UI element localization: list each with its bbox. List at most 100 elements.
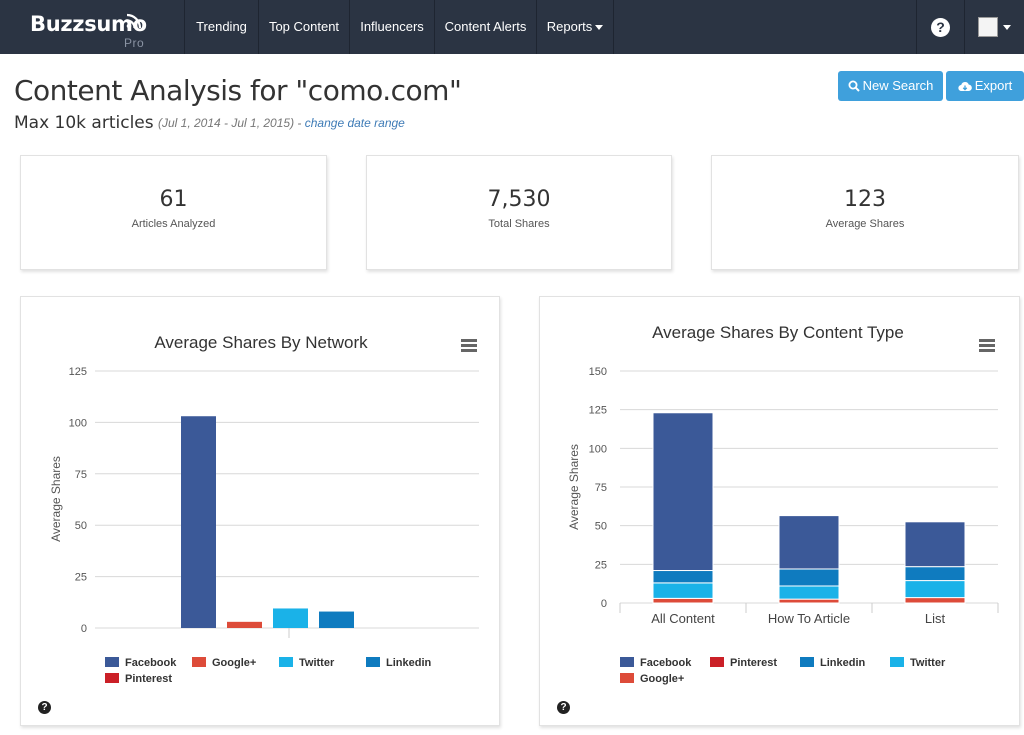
legend-swatch: [192, 657, 206, 667]
y-tick-label: 25: [595, 559, 607, 571]
stat-value: 7,530: [487, 187, 551, 212]
legend-swatch: [710, 657, 724, 667]
nav-reports[interactable]: Reports: [537, 0, 613, 54]
bar-segment-google: [652, 597, 714, 604]
y-tick-label: 100: [69, 417, 87, 429]
stat-card-articles: 61 Articles Analyzed: [20, 155, 327, 270]
y-axis-label: Average Shares: [567, 444, 581, 530]
legend-label: Twitter: [299, 657, 335, 669]
legend-label: Linkedin: [820, 657, 866, 669]
nav-influencers[interactable]: Influencers: [360, 19, 424, 34]
y-tick-label: 50: [75, 520, 87, 532]
x-tick-label: How To Article: [768, 611, 850, 626]
bar-linkedin: [319, 611, 354, 628]
nav-divider: [536, 0, 537, 54]
nav-divider: [434, 0, 435, 54]
y-tick-label: 50: [595, 521, 607, 533]
search-icon: [848, 80, 860, 92]
bar-segment-facebook: [778, 515, 840, 570]
help-icon[interactable]: ?: [931, 18, 950, 37]
legend-label: Facebook: [640, 657, 692, 669]
x-tick-label: All Content: [651, 611, 715, 626]
change-date-range-link[interactable]: change date range: [304, 116, 405, 130]
x-tick-label: List: [925, 611, 946, 626]
legend-label: Google+: [212, 657, 256, 669]
nav-top-content[interactable]: Top Content: [268, 19, 340, 34]
nav-trending[interactable]: Trending: [196, 19, 247, 34]
logo-pro-label: Pro: [124, 36, 145, 50]
bar-segment-linkedin: [904, 566, 966, 582]
bar-segment-linkedin: [778, 568, 840, 587]
nav-divider: [258, 0, 259, 54]
y-tick-label: 100: [589, 443, 607, 455]
legend-label: Google+: [640, 673, 684, 685]
legend-label: Twitter: [910, 657, 946, 669]
chart-menu-icon[interactable]: [979, 339, 995, 352]
nav-divider: [964, 0, 965, 54]
bar-segment-linkedin: [652, 570, 714, 584]
legend-label: Facebook: [125, 657, 177, 669]
network-chart: Average Shares By Network 0 25 50 75 100 125 Av…: [49, 333, 479, 685]
bar-segment-twitter: [904, 580, 966, 599]
y-tick-label: 125: [69, 366, 87, 378]
legend-swatch: [620, 673, 634, 683]
nav-divider: [184, 0, 185, 54]
help-icon[interactable]: ?: [38, 701, 51, 714]
content-type-chart: Average Shares By Content Type 0 25 50 75 100…: [567, 323, 999, 685]
new-search-button[interactable]: New Search: [838, 71, 943, 101]
signal-icon: [126, 13, 142, 29]
nav-divider: [349, 0, 350, 54]
export-button[interactable]: Export: [946, 71, 1024, 101]
nav-divider: [916, 0, 917, 54]
stat-value: 123: [844, 187, 886, 212]
nav-content-alerts[interactable]: Content Alerts: [444, 19, 527, 34]
page-subtitle: Max 10k articles: [14, 113, 154, 133]
y-tick-label: 75: [75, 469, 87, 481]
y-tick-label: 75: [595, 482, 607, 494]
page-title: Content Analysis for "como.com": [14, 74, 462, 107]
stat-card-total-shares: 7,530 Total Shares: [366, 155, 672, 270]
new-search-label: New Search: [862, 78, 934, 93]
network-chart-card: Average Shares By Network 0 25 50 75 100 125 Av…: [20, 296, 500, 726]
legend-swatch: [620, 657, 634, 667]
bar-segment-google: [778, 598, 840, 604]
nav-divider: [613, 0, 614, 54]
chart-title: Average Shares By Content Type: [652, 323, 904, 342]
stat-label: Total Shares: [488, 218, 550, 230]
legend-swatch: [890, 657, 904, 667]
stat-card-average-shares: 123 Average Shares: [711, 155, 1019, 270]
bar-facebook: [181, 416, 216, 628]
help-icon[interactable]: ?: [557, 701, 570, 714]
caret-down-icon[interactable]: [1003, 25, 1011, 30]
avatar[interactable]: [978, 17, 998, 37]
export-label: Export: [974, 78, 1013, 93]
y-tick-label: 25: [75, 572, 87, 584]
bar-segment-twitter: [652, 582, 714, 599]
bar-twitter: [273, 608, 308, 628]
y-tick-label: 150: [589, 366, 607, 378]
chart-menu-icon[interactable]: [461, 339, 477, 352]
legend-swatch: [800, 657, 814, 667]
legend-label: Pinterest: [730, 657, 777, 669]
date-range-text: (Jul 1, 2014 - Jul 1, 2015) -: [158, 116, 305, 130]
legend-swatch: [105, 657, 119, 667]
date-range: (Jul 1, 2014 - Jul 1, 2015) - change dat…: [158, 116, 405, 130]
cloud-download-icon: [958, 82, 972, 92]
legend-swatch: [279, 657, 293, 667]
caret-down-icon: [595, 25, 604, 31]
bar-google: [227, 621, 262, 628]
bar-segment-facebook: [652, 412, 714, 572]
content-type-chart-card: Average Shares By Content Type 0 25 50 75 100…: [539, 296, 1020, 726]
stat-label: Articles Analyzed: [131, 218, 216, 230]
legend-label: Linkedin: [386, 657, 432, 669]
stat-label: Average Shares: [825, 218, 905, 230]
legend-swatch: [105, 673, 119, 683]
y-tick-label: 125: [589, 405, 607, 417]
y-tick-label: 0: [81, 623, 87, 635]
bar-segment-facebook: [904, 521, 966, 568]
top-navbar: Buzzsumo Pro Trending Top Content Influe…: [0, 0, 1024, 54]
legend-label: Pinterest: [125, 673, 172, 685]
bar-segment-google: [904, 597, 966, 604]
chart-title: Average Shares By Network: [154, 333, 368, 352]
stat-value: 61: [159, 187, 188, 212]
